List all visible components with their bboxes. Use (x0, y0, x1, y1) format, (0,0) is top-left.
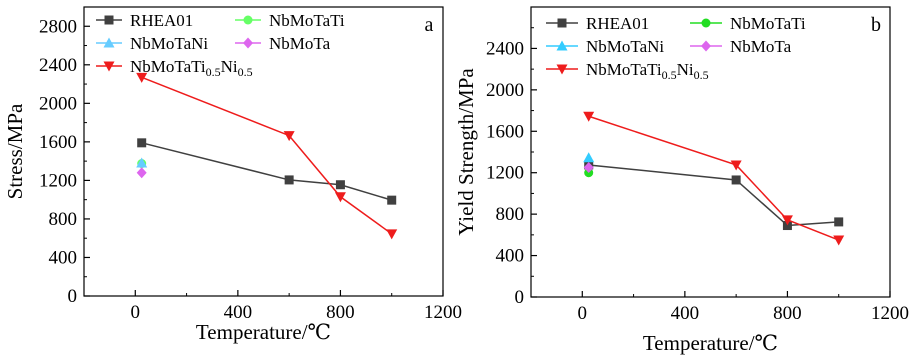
legend-entry: NbMoTaTi0.5Ni0.5 (130, 57, 253, 79)
y-tick-label: 2400 (39, 55, 77, 76)
legend-marker (556, 64, 568, 75)
y-tick-label: 400 (49, 247, 78, 268)
series-3 (583, 162, 594, 174)
data-point (284, 175, 294, 185)
y-tick-label: 400 (496, 246, 525, 267)
series-4 (583, 111, 845, 246)
data-point (583, 152, 595, 163)
plot-frame (83, 6, 444, 297)
x-axis-label: Temperature/℃ (643, 331, 778, 355)
legend-entry: NbMoTaNi (586, 37, 664, 56)
x-tick-label: 0 (578, 303, 588, 324)
data-point (136, 167, 147, 179)
series-2 (583, 152, 595, 163)
y-tick-label: 1200 (39, 170, 77, 191)
legend-entry: NbMoTaTi (269, 11, 345, 30)
data-point (833, 235, 845, 246)
x-axis-label: Temperature/℃ (196, 320, 331, 344)
y-tick-label: 0 (515, 287, 525, 308)
y-tick-label: 2000 (39, 93, 77, 114)
data-point (137, 138, 147, 148)
series-line (588, 115, 839, 241)
plot-frame (530, 6, 891, 298)
x-tick-label: 800 (773, 303, 802, 324)
y-tick-label: 2400 (486, 38, 524, 59)
y-tick-label: 0 (68, 286, 78, 307)
legend-entry: NbMoTa (730, 37, 792, 56)
legend: RHEA01 NbMoTaTi NbMoTaNi NbMoTa NbMoTaTi0.5N… (546, 14, 806, 82)
legend-marker (243, 15, 253, 25)
y-tick-label: 2800 (39, 16, 77, 37)
data-point (781, 215, 793, 226)
x-tick-label: 1200 (424, 302, 462, 323)
data-point (335, 180, 345, 190)
data-point (583, 111, 595, 122)
series-3 (136, 167, 147, 179)
panel-label: b (871, 14, 881, 36)
legend-marker (103, 61, 115, 72)
data-point (731, 175, 741, 185)
data-point (730, 160, 742, 171)
y-tick-label: 1600 (39, 132, 77, 153)
data-point (782, 221, 792, 231)
panel-label: a (425, 14, 434, 36)
series-line (588, 164, 839, 227)
data-point (136, 157, 148, 168)
chart-panel-b: 0 400 800 1200 0 400 800 1200 1600 2000 2400 Temper… (454, 6, 909, 355)
legend-entry: RHEA01 (130, 11, 193, 30)
y-tick-label: 800 (49, 209, 78, 230)
data-point (386, 229, 398, 240)
data-point (583, 162, 594, 174)
series-4 (136, 72, 398, 240)
y-axis-label: Yield Strength/MPa (454, 68, 478, 236)
series-0 (584, 160, 844, 231)
x-tick-label: 800 (326, 302, 355, 323)
x-tick-label: 400 (224, 302, 253, 323)
legend-marker (103, 37, 115, 48)
legend: RHEA01 NbMoTaTi NbMoTaNi NbMoTa NbMoTaTi0.5N… (96, 11, 345, 79)
data-point (387, 195, 397, 205)
series-2 (136, 157, 148, 168)
legend-entry: NbMoTa (269, 34, 331, 53)
y-tick-label: 1200 (486, 163, 524, 184)
data-point (834, 217, 844, 227)
legend-marker (243, 37, 253, 49)
legend-entry: NbMoTaNi (130, 34, 208, 53)
legend-entry: NbMoTaTi (730, 14, 806, 33)
series-line (141, 142, 392, 201)
chart-panel-a: 0 400 800 1200 0 400 800 1200 1600 2000 2400 2800 Te… (3, 6, 462, 344)
y-tick-label: 2000 (486, 80, 524, 101)
data-point (136, 72, 148, 83)
legend-marker (104, 15, 114, 25)
legend-marker (556, 40, 568, 51)
legend-marker (701, 18, 711, 28)
x-tick-label: 1200 (871, 303, 909, 324)
legend-marker (701, 40, 711, 52)
x-tick-label: 0 (131, 302, 141, 323)
y-tick-label: 800 (496, 204, 525, 225)
data-point (334, 192, 346, 203)
series-line (141, 76, 393, 235)
data-point (283, 131, 295, 142)
series-0 (137, 138, 397, 205)
x-tick-label: 400 (671, 303, 700, 324)
legend-entry: NbMoTaTi0.5Ni0.5 (586, 60, 709, 82)
y-tick-label: 1600 (486, 121, 524, 142)
legend-marker (557, 18, 567, 28)
y-axis-label: Stress/MPa (3, 103, 27, 199)
legend-entry: RHEA01 (586, 14, 649, 33)
